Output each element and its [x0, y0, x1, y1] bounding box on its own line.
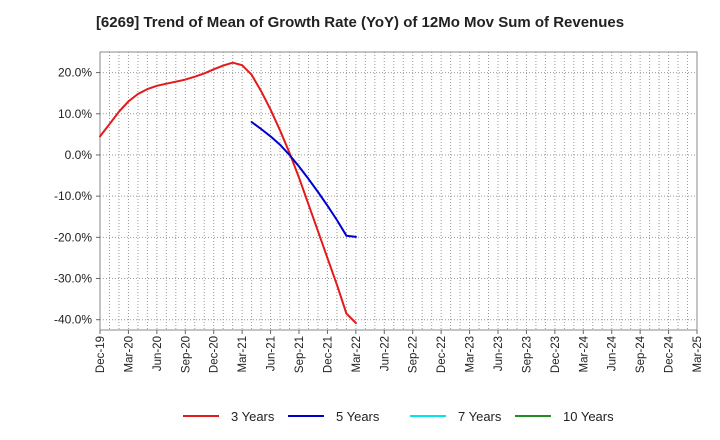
grid-lines [100, 52, 697, 330]
plot-area [99, 51, 698, 331]
x-tick-label: Jun-24 [607, 335, 619, 371]
legend-swatch-7-years [410, 415, 446, 417]
x-tick-label: Sep-21 [294, 336, 306, 373]
legend-label-3-years: 3 Years [231, 408, 275, 424]
x-tick-label: Sep-23 [521, 336, 533, 373]
y-tick-label: -20.0% [54, 230, 92, 244]
x-tick-label: Dec-21 [322, 336, 334, 373]
x-tick-label: Jun-20 [152, 336, 164, 371]
x-tick-label: Dec-23 [550, 336, 562, 373]
x-tick-label: Sep-24 [635, 335, 647, 373]
legend-item-10-years: 10 Years [515, 406, 614, 426]
x-tick-label: Mar-20 [123, 336, 135, 372]
x-tick-label: Sep-20 [180, 336, 192, 373]
x-tick-label: Jun-23 [493, 336, 505, 371]
y-tick-label: 10.0% [58, 107, 92, 121]
x-tick-label: Mar-24 [578, 335, 590, 372]
y-tick-label: -10.0% [54, 189, 92, 203]
x-tick-label: Dec-22 [436, 336, 448, 373]
y-axis-ticks: 20.0% 10.0% 0.0% -10.0% -20.0% -30.0% -40.0% [54, 66, 100, 327]
x-axis-ticks: Dec-19 Mar-20 Jun-20 Sep-20 Dec-20 Mar-21 Jun-… [95, 330, 704, 373]
x-tick-label: Mar-21 [237, 336, 249, 372]
x-tick-label: Mar-22 [351, 336, 363, 372]
y-tick-label: 0.0% [65, 148, 93, 162]
y-tick-label: 20.0% [58, 66, 92, 80]
series-line-5-years [250, 121, 357, 238]
legend-label-10-years: 10 Years [563, 408, 614, 424]
x-tick-label: Dec-24 [664, 335, 676, 373]
legend-item-5-years: 5 Years [288, 406, 379, 426]
legend-item-7-years: 7 Years [410, 406, 501, 426]
legend-label-7-years: 7 Years [458, 408, 502, 424]
legend-swatch-5-years [288, 415, 324, 417]
x-tick-label: Dec-19 [95, 336, 107, 373]
legend-swatch-3-years [183, 415, 219, 417]
legend: 3 Years 5 Years 7 Years 10 Years [0, 406, 720, 426]
y-tick-label: -40.0% [54, 313, 92, 327]
x-tick-label: Mar-23 [465, 336, 477, 372]
x-tick-label: Jun-21 [266, 336, 278, 371]
y-tick-label: -30.0% [54, 272, 92, 286]
x-tick-label: Sep-22 [408, 336, 420, 373]
legend-swatch-10-years [515, 415, 551, 417]
series-lines [99, 61, 357, 324]
series-line-3-years [99, 61, 357, 324]
x-tick-label: Mar-25 [692, 336, 704, 372]
x-tick-label: Dec-20 [209, 336, 221, 373]
x-tick-label: Jun-22 [379, 336, 391, 371]
legend-label-5-years: 5 Years [336, 408, 380, 424]
chart-title: [6269] Trend of Mean of Growth Rate (YoY… [95, 14, 625, 31]
legend-item-3-years: 3 Years [183, 406, 274, 426]
